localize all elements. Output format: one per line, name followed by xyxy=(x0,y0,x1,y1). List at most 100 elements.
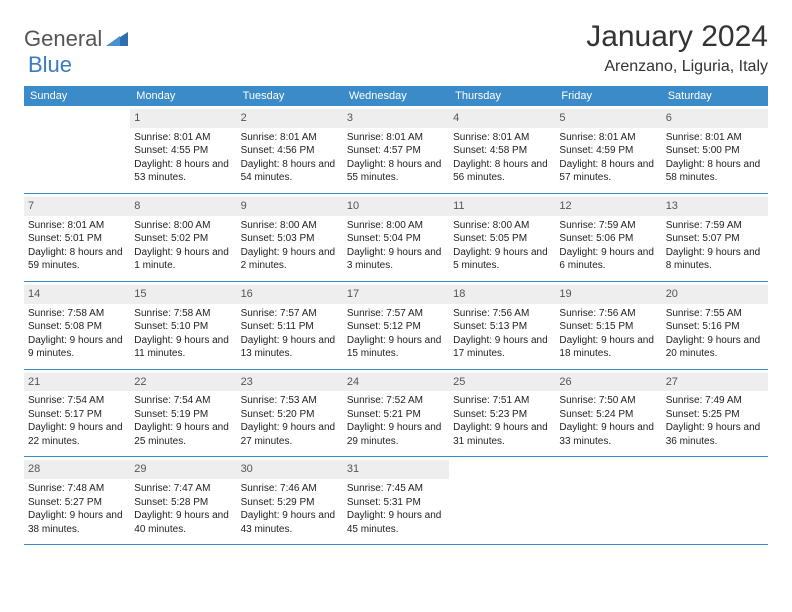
day-header-row: SundayMondayTuesdayWednesdayThursdayFrid… xyxy=(24,86,768,106)
day-details: Sunrise: 8:00 AM Sunset: 5:05 PM Dayligh… xyxy=(453,219,551,273)
day-details: Sunrise: 7:57 AM Sunset: 5:12 PM Dayligh… xyxy=(347,307,445,361)
day-cell: 16 Sunrise: 7:57 AM Sunset: 5:11 PM Dayli… xyxy=(237,281,343,369)
day-number: 18 xyxy=(449,285,555,304)
day-cell: 28Sunrise: 7:48 AM Sunset: 5:27 PM Dayli… xyxy=(24,457,130,545)
day-number: 29 xyxy=(130,460,236,479)
day-header-thursday: Thursday xyxy=(449,86,555,106)
day-header-tuesday: Tuesday xyxy=(237,86,343,106)
day-details: Sunrise: 7:55 AM Sunset: 5:16 PM Dayligh… xyxy=(666,307,764,361)
week-row: 21 Sunrise: 7:54 AM Sunset: 5:17 PM Dayli… xyxy=(24,369,768,457)
week-row: 28Sunrise: 7:48 AM Sunset: 5:27 PM Dayli… xyxy=(24,457,768,545)
logo-text-general: General xyxy=(24,26,102,52)
day-number: 12 xyxy=(555,197,661,216)
logo: General xyxy=(24,26,130,52)
logo-text-blue: Blue xyxy=(28,52,72,77)
logo-triangle-icon xyxy=(106,28,128,51)
day-number: 10 xyxy=(343,197,449,216)
day-number: 25 xyxy=(449,373,555,392)
day-details: Sunrise: 8:01 AM Sunset: 4:55 PM Dayligh… xyxy=(134,131,232,185)
day-cell: 6 Sunrise: 8:01 AM Sunset: 5:00 PM Daylig… xyxy=(662,106,768,193)
day-details: Sunrise: 7:52 AM Sunset: 5:21 PM Dayligh… xyxy=(347,394,445,448)
day-details: Sunrise: 7:57 AM Sunset: 5:11 PM Dayligh… xyxy=(241,307,339,361)
header: General January 2024 Arenzano, Liguria, … xyxy=(24,20,768,76)
day-number: 7 xyxy=(24,197,130,216)
day-cell: 24 Sunrise: 7:52 AM Sunset: 5:21 PM Dayli… xyxy=(343,369,449,457)
day-details: Sunrise: 7:47 AM Sunset: 5:28 PM Dayligh… xyxy=(134,482,232,536)
day-details: Sunrise: 7:56 AM Sunset: 5:15 PM Dayligh… xyxy=(559,307,657,361)
location: Arenzano, Liguria, Italy xyxy=(586,58,768,76)
day-number: 6 xyxy=(662,109,768,128)
day-cell: 29 Sunrise: 7:47 AM Sunset: 5:28 PM Dayli… xyxy=(130,457,236,545)
day-cell: 3 Sunrise: 8:01 AM Sunset: 4:57 PM Daylig… xyxy=(343,106,449,193)
day-details: Sunrise: 7:54 AM Sunset: 5:17 PM Dayligh… xyxy=(28,394,126,448)
day-details: Sunrise: 7:48 AM Sunset: 5:27 PM Dayligh… xyxy=(28,482,126,536)
week-row: 7 Sunrise: 8:01 AM Sunset: 5:01 PM Daylig… xyxy=(24,193,768,281)
day-cell: 1 Sunrise: 8:01 AM Sunset: 4:55 PM Daylig… xyxy=(130,106,236,193)
day-details: Sunrise: 8:01 AM Sunset: 5:00 PM Dayligh… xyxy=(666,131,764,185)
day-details: Sunrise: 7:46 AM Sunset: 5:29 PM Dayligh… xyxy=(241,482,339,536)
day-details: Sunrise: 7:51 AM Sunset: 5:23 PM Dayligh… xyxy=(453,394,551,448)
calendar-table: SundayMondayTuesdayWednesdayThursdayFrid… xyxy=(24,86,768,545)
day-details: Sunrise: 8:01 AM Sunset: 4:59 PM Dayligh… xyxy=(559,131,657,185)
day-cell: 31Sunrise: 7:45 AM Sunset: 5:31 PM Dayli… xyxy=(343,457,449,545)
day-details: Sunrise: 8:01 AM Sunset: 4:57 PM Dayligh… xyxy=(347,131,445,185)
day-cell: 17Sunrise: 7:57 AM Sunset: 5:12 PM Dayli… xyxy=(343,281,449,369)
day-cell: 15Sunrise: 7:58 AM Sunset: 5:10 PM Dayli… xyxy=(130,281,236,369)
title-block: January 2024 Arenzano, Liguria, Italy xyxy=(586,20,768,76)
day-number: 3 xyxy=(343,109,449,128)
day-number: 19 xyxy=(555,285,661,304)
day-details: Sunrise: 7:50 AM Sunset: 5:24 PM Dayligh… xyxy=(559,394,657,448)
day-details: Sunrise: 7:56 AM Sunset: 5:13 PM Dayligh… xyxy=(453,307,551,361)
day-number: 31 xyxy=(343,460,449,479)
day-number: 14 xyxy=(24,285,130,304)
day-number: 27 xyxy=(662,373,768,392)
day-number: 13 xyxy=(662,197,768,216)
day-cell: 9 Sunrise: 8:00 AM Sunset: 5:03 PM Daylig… xyxy=(237,193,343,281)
day-details: Sunrise: 7:54 AM Sunset: 5:19 PM Dayligh… xyxy=(134,394,232,448)
day-header-sunday: Sunday xyxy=(24,86,130,106)
day-cell: 13Sunrise: 7:59 AM Sunset: 5:07 PM Dayli… xyxy=(662,193,768,281)
day-cell: 2 Sunrise: 8:01 AM Sunset: 4:56 PM Daylig… xyxy=(237,106,343,193)
day-number: 21 xyxy=(24,373,130,392)
logo-text-blue-wrap: Blue xyxy=(28,52,72,78)
day-number: 2 xyxy=(237,109,343,128)
day-cell: 30 Sunrise: 7:46 AM Sunset: 5:29 PM Dayli… xyxy=(237,457,343,545)
day-number: 11 xyxy=(449,197,555,216)
day-details: Sunrise: 8:00 AM Sunset: 5:03 PM Dayligh… xyxy=(241,219,339,273)
day-number: 30 xyxy=(237,460,343,479)
day-number: 16 xyxy=(237,285,343,304)
week-row: 14 Sunrise: 7:58 AM Sunset: 5:08 PM Dayli… xyxy=(24,281,768,369)
day-cell: 8Sunrise: 8:00 AM Sunset: 5:02 PM Daylig… xyxy=(130,193,236,281)
day-cell: 20 Sunrise: 7:55 AM Sunset: 5:16 PM Dayli… xyxy=(662,281,768,369)
day-cell xyxy=(24,106,130,193)
day-cell: 25 Sunrise: 7:51 AM Sunset: 5:23 PM Dayli… xyxy=(449,369,555,457)
day-details: Sunrise: 7:58 AM Sunset: 5:08 PM Dayligh… xyxy=(28,307,126,361)
day-details: Sunrise: 8:00 AM Sunset: 5:04 PM Dayligh… xyxy=(347,219,445,273)
day-details: Sunrise: 8:01 AM Sunset: 4:56 PM Dayligh… xyxy=(241,131,339,185)
day-number: 20 xyxy=(662,285,768,304)
day-details: Sunrise: 8:01 AM Sunset: 4:58 PM Dayligh… xyxy=(453,131,551,185)
day-cell: 18 Sunrise: 7:56 AM Sunset: 5:13 PM Dayli… xyxy=(449,281,555,369)
day-details: Sunrise: 7:53 AM Sunset: 5:20 PM Dayligh… xyxy=(241,394,339,448)
day-number: 22 xyxy=(130,373,236,392)
day-details: Sunrise: 8:00 AM Sunset: 5:02 PM Dayligh… xyxy=(134,219,232,273)
day-number: 24 xyxy=(343,373,449,392)
day-details: Sunrise: 7:58 AM Sunset: 5:10 PM Dayligh… xyxy=(134,307,232,361)
day-details: Sunrise: 7:59 AM Sunset: 5:06 PM Dayligh… xyxy=(559,219,657,273)
day-number: 9 xyxy=(237,197,343,216)
day-cell xyxy=(449,457,555,545)
week-row: 1 Sunrise: 8:01 AM Sunset: 4:55 PM Daylig… xyxy=(24,106,768,193)
calendar-body: 1 Sunrise: 8:01 AM Sunset: 4:55 PM Daylig… xyxy=(24,106,768,545)
day-cell: 10 Sunrise: 8:00 AM Sunset: 5:04 PM Dayli… xyxy=(343,193,449,281)
day-cell: 19 Sunrise: 7:56 AM Sunset: 5:15 PM Dayli… xyxy=(555,281,661,369)
day-cell: 23Sunrise: 7:53 AM Sunset: 5:20 PM Dayli… xyxy=(237,369,343,457)
day-number: 1 xyxy=(130,109,236,128)
day-header-monday: Monday xyxy=(130,86,236,106)
month-title: January 2024 xyxy=(586,20,768,54)
day-cell: 14 Sunrise: 7:58 AM Sunset: 5:08 PM Dayli… xyxy=(24,281,130,369)
day-header-saturday: Saturday xyxy=(662,86,768,106)
day-number: 26 xyxy=(555,373,661,392)
day-header-wednesday: Wednesday xyxy=(343,86,449,106)
day-details: Sunrise: 8:01 AM Sunset: 5:01 PM Dayligh… xyxy=(28,219,126,273)
day-cell xyxy=(555,457,661,545)
